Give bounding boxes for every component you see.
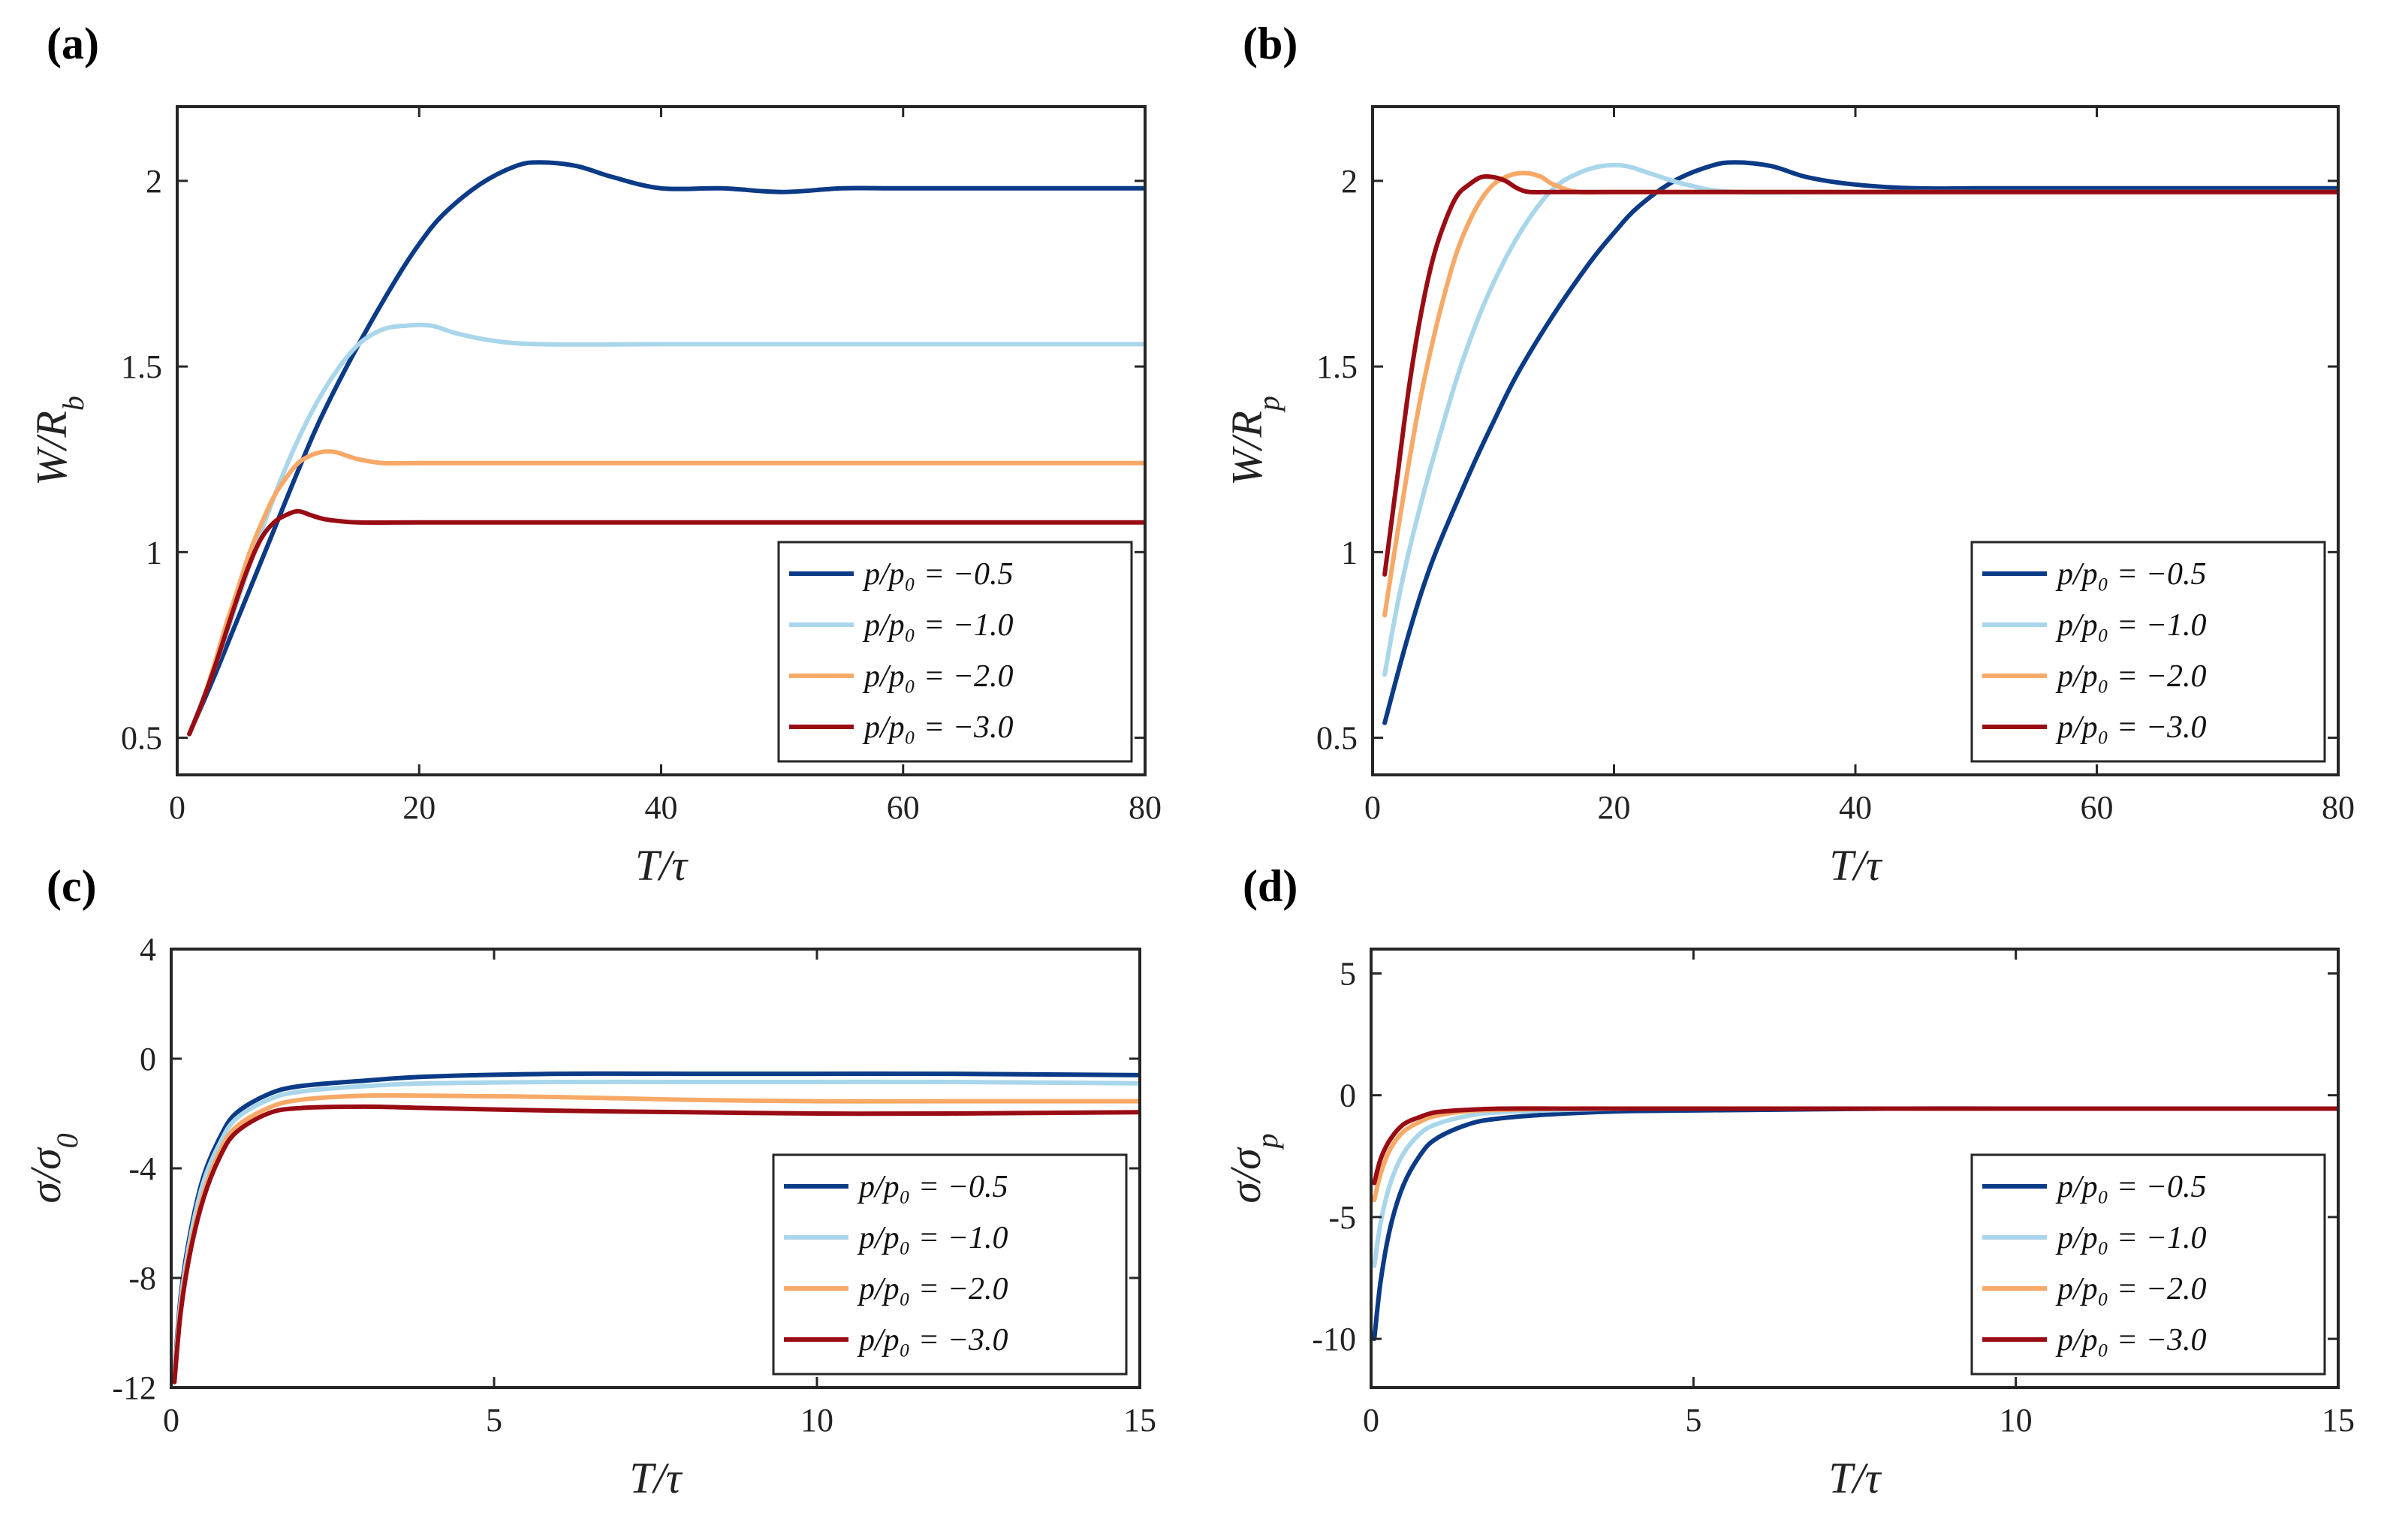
legend-label-4: p/p₀ = −3.0 xyxy=(2055,710,2206,745)
y-axis-label-main: σ/σ xyxy=(21,1147,70,1204)
x-tick-label: 40 xyxy=(645,789,678,826)
series-group xyxy=(1382,160,2338,725)
x-tick-label: 15 xyxy=(2322,1402,2355,1439)
y-tick-label: 0.5 xyxy=(121,720,162,757)
y-axis-label-subscript: p xyxy=(1250,1133,1284,1150)
y-tick-label: -12 xyxy=(112,1370,156,1406)
series-line-4 xyxy=(1382,173,2338,577)
x-tick-label: 80 xyxy=(1129,789,1162,826)
axes-frame xyxy=(1370,948,2340,1389)
series-line-4 xyxy=(1372,1106,2338,1186)
x-axis-label: T/τ xyxy=(629,1454,683,1502)
legend-label-2: p/p₀ = −1.0 xyxy=(857,1221,1008,1255)
y-tick-label: 0 xyxy=(1340,1077,1356,1114)
x-tick-label: 0 xyxy=(169,789,185,826)
x-tick-label: 0 xyxy=(163,1402,179,1439)
y-tick-label: -5 xyxy=(1328,1199,1356,1236)
series-line-2 xyxy=(172,1079,1140,1379)
series-group xyxy=(187,160,1145,737)
y-axis-label: σ/σp xyxy=(1221,1133,1284,1203)
x-axis-label: T/τ xyxy=(635,841,689,890)
legend-label-1: p/p₀ = −0.5 xyxy=(2055,557,2206,592)
x-tick-label: 60 xyxy=(2081,789,2114,826)
x-tick-label: 10 xyxy=(800,1402,833,1439)
y-tick-label: 0 xyxy=(140,1041,156,1077)
x-axis-label: T/τ xyxy=(1828,1454,1882,1502)
legend-label-1: p/p₀ = −0.5 xyxy=(2055,1170,2206,1204)
legend-label-2: p/p₀ = −1.0 xyxy=(862,608,1013,643)
x-tick-label: 0 xyxy=(1364,789,1381,826)
x-tick-label: 15 xyxy=(1123,1402,1156,1439)
x-tick-label: 5 xyxy=(486,1402,502,1439)
y-tick-label: -8 xyxy=(128,1260,156,1297)
x-tick-label: 5 xyxy=(1685,1402,1701,1439)
y-tick-label: -4 xyxy=(128,1150,156,1187)
legend-label-3: p/p₀ = −2.0 xyxy=(2055,659,2206,694)
legend-label-4: p/p₀ = −3.0 xyxy=(2055,1323,2206,1358)
y-axis-label-main: W/R xyxy=(27,411,76,486)
panel-label: (a) xyxy=(47,19,99,68)
y-tick-label: -10 xyxy=(1312,1321,1356,1358)
x-tick-label: 10 xyxy=(2000,1402,2033,1439)
panel-a: (a)0 20 40 60 800.511.52T/τW/Rbp/p₀ = −0.5p/… xyxy=(27,19,1162,890)
legend-label-2: p/p₀ = −1.0 xyxy=(2055,608,2206,643)
y-tick-label: 1.5 xyxy=(1316,348,1358,385)
series-group xyxy=(172,1071,1140,1385)
series-line-4 xyxy=(187,508,1145,737)
series-line-3 xyxy=(187,449,1145,737)
y-tick-label: 5 xyxy=(1340,955,1356,992)
y-axis-label-main: W/R xyxy=(1222,411,1271,486)
y-tick-label: 1.5 xyxy=(121,348,162,385)
legend: p/p₀ = −0.5 p/p₀ = −1.0 p/p₀ = −2.0 p/p₀ = … xyxy=(1970,1153,2326,1376)
legend-label-4: p/p₀ = −3.0 xyxy=(857,1323,1008,1358)
legend-label-2: p/p₀ = −1.0 xyxy=(2055,1221,2206,1255)
y-tick-label: 1 xyxy=(146,534,162,571)
y-axis-label-subscript: 0 xyxy=(50,1133,84,1148)
y-tick-label: 0.5 xyxy=(1316,720,1358,757)
legend: p/p₀ = −0.5 p/p₀ = −1.0 p/p₀ = −2.0 p/p₀ = … xyxy=(772,1153,1128,1376)
y-axis-label: W/Rb xyxy=(27,396,90,486)
y-tick-label: 2 xyxy=(1341,163,1358,200)
x-tick-label: 40 xyxy=(1839,789,1872,826)
legend-label-3: p/p₀ = −2.0 xyxy=(2055,1272,2206,1306)
panel-label: (d) xyxy=(1243,861,1297,911)
y-axis-label-subscript: b xyxy=(56,396,90,411)
panel-b: (b)0 20 40 60 800.511.52T/τW/Rpp/p₀ = −0.5p/… xyxy=(1222,19,2355,890)
y-tick-label: 4 xyxy=(140,931,156,968)
panel-label: (c) xyxy=(47,861,97,911)
x-axis-label: T/τ xyxy=(1829,841,1882,890)
y-tick-label: 2 xyxy=(146,163,162,200)
y-tick-label: 1 xyxy=(1341,534,1358,571)
legend: p/p₀ = −0.5 p/p₀ = −1.0 p/p₀ = −2.0 p/p₀ = … xyxy=(777,541,1133,763)
legend-label-1: p/p₀ = −0.5 xyxy=(862,557,1013,592)
series-line-1 xyxy=(1382,160,2338,725)
series-line-2 xyxy=(187,322,1145,737)
series-group xyxy=(1372,1106,2338,1342)
x-tick-label: 60 xyxy=(887,789,920,826)
y-axis-label-main: σ/σ xyxy=(1221,1147,1270,1204)
y-axis-label: W/Rp xyxy=(1222,396,1285,486)
x-tick-label: 80 xyxy=(2322,789,2355,826)
series-line-4 xyxy=(172,1104,1140,1385)
legend-label-1: p/p₀ = −0.5 xyxy=(857,1170,1008,1204)
legend-label-4: p/p₀ = −3.0 xyxy=(862,710,1013,745)
y-axis-label-subscript: p xyxy=(1252,396,1285,413)
panel-label: (b) xyxy=(1243,19,1297,68)
legend-label-3: p/p₀ = −2.0 xyxy=(862,659,1013,694)
y-axis-label: σ/σ0 xyxy=(21,1133,84,1203)
legend-label-3: p/p₀ = −2.0 xyxy=(857,1272,1008,1306)
x-tick-label: 20 xyxy=(1598,789,1631,826)
x-tick-label: 20 xyxy=(402,789,436,826)
legend: p/p₀ = −0.5 p/p₀ = −1.0 p/p₀ = −2.0 p/p₀ = … xyxy=(1970,541,2326,763)
x-tick-label: 0 xyxy=(1363,1402,1379,1439)
